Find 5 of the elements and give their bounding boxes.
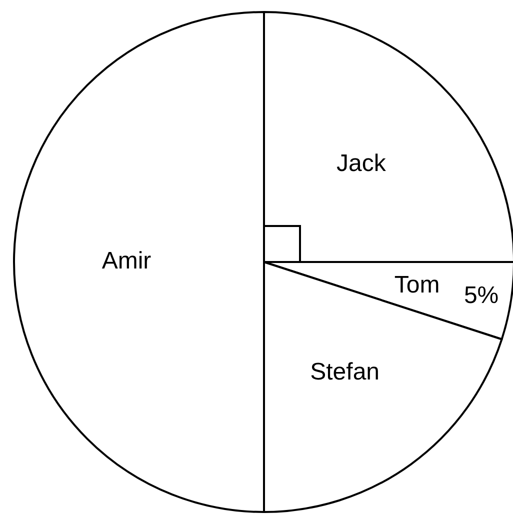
- slice-label: Tom: [394, 272, 440, 299]
- slice-label: Stefan: [310, 358, 380, 386]
- slice-label: Jack: [336, 150, 387, 178]
- data-label: 5%: [464, 282, 499, 309]
- slice-label: Amir: [102, 247, 152, 274]
